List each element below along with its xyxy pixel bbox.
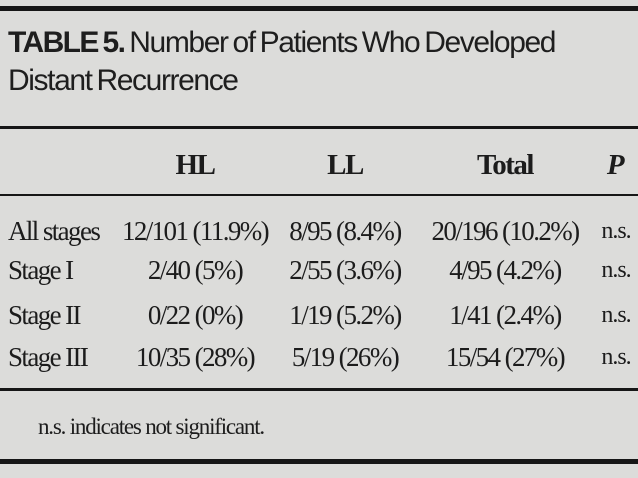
column-header-p: P [606, 149, 625, 181]
cell-hl: 2/40 (5%) [147, 255, 244, 285]
row-label: All stages [8, 216, 101, 246]
cell-p: n.s. [601, 218, 631, 244]
cell-p: n.s. [601, 257, 631, 283]
cell-total: 20/196 (10.2%) [431, 216, 580, 246]
cell-ll: 8/95 (8.4%) [289, 216, 402, 246]
column-header-ll: LL [327, 149, 364, 181]
column-header-hl: HL [175, 149, 216, 181]
table-caption: Number of Patients Who Developed Distant… [8, 26, 556, 97]
table-footnote: n.s. indicates not significant. [38, 414, 265, 439]
table-header-bottom-rule [0, 194, 638, 196]
table-number: TABLE 5. [8, 26, 126, 59]
table-row-stage-iii: Stage III 10/35 (28%) 5/19 (26%) 15/54 (… [0, 340, 638, 376]
table-header-top-rule [0, 126, 638, 129]
row-label: Stage I [8, 255, 74, 285]
table-top-rule [0, 6, 638, 11]
table-row-stage-i: Stage I 2/40 (5%) 2/55 (3.6%) 4/95 (4.2%… [0, 253, 638, 289]
cell-hl: 0/22 (0%) [147, 300, 244, 330]
cell-hl: 10/35 (28%) [135, 342, 256, 372]
cell-ll: 5/19 (26%) [291, 342, 400, 372]
cell-total: 4/95 (4.2%) [449, 255, 562, 285]
cell-hl: 12/101 (11.9%) [121, 216, 270, 246]
row-label: Stage II [8, 300, 82, 330]
cell-total: 15/54 (27%) [445, 342, 566, 372]
table-bottom-rule [0, 388, 638, 391]
table-row-all-stages: All stages 12/101 (11.9%) 8/95 (8.4%) 20… [0, 214, 638, 250]
cell-p: n.s. [601, 302, 631, 328]
column-header-total: Total [477, 149, 534, 181]
row-label: Stage III [8, 342, 89, 372]
table-end-rule [0, 459, 638, 464]
table-title: TABLE 5. Number of Patients Who Develope… [8, 24, 633, 100]
cell-total: 1/41 (2.4%) [449, 300, 562, 330]
cell-p: n.s. [601, 344, 631, 370]
cell-ll: 1/19 (5.2%) [289, 300, 402, 330]
cell-ll: 2/55 (3.6%) [289, 255, 402, 285]
table-row-stage-ii: Stage II 0/22 (0%) 1/19 (5.2%) 1/41 (2.4… [0, 298, 638, 334]
